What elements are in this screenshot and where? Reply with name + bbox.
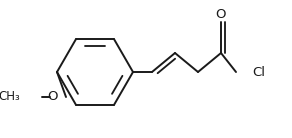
Text: O: O <box>47 91 57 104</box>
Text: Cl: Cl <box>252 66 265 79</box>
Text: CH₃: CH₃ <box>0 91 20 104</box>
Text: O: O <box>216 7 226 21</box>
